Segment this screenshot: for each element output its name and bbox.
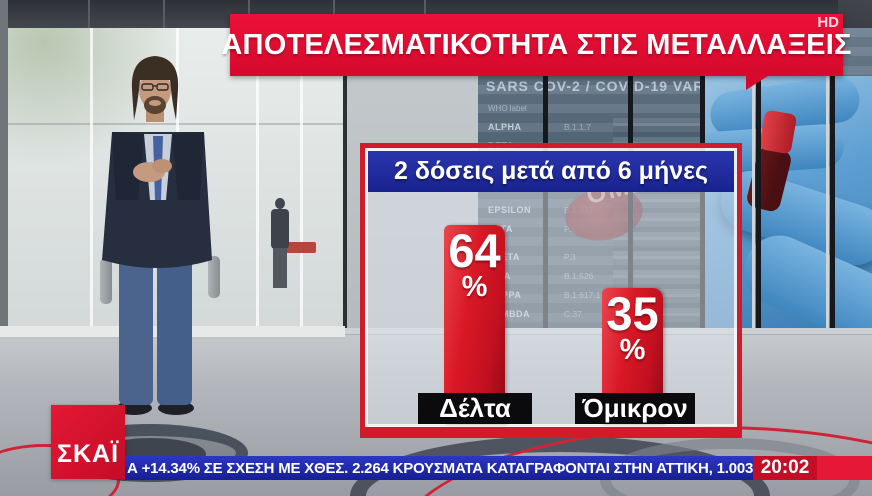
bollard: [100, 258, 112, 304]
videowall-title: SARS COV-2 / COVID-19 VARIANTS: [486, 78, 752, 94]
headline-text: ΑΠΟΤΕΛΕΣΜΑΤΙΚΟΤΗΤΑ ΣΤΙΣ ΜΕΤΑΛΛΑΞΕΙΣ: [221, 28, 852, 61]
bollard: [208, 256, 220, 298]
category-label-delta: Δέλτα: [418, 393, 532, 424]
chart-title: 2 δόσεις μετά από 6 μήνες: [368, 151, 734, 192]
bar-omicron-percent-sign: %: [619, 333, 646, 366]
ceiling-divider: [88, 0, 90, 28]
channel-logo-skai: ΣΚΑΪ: [51, 405, 125, 479]
category-label-omicron: Όμικρον: [575, 393, 695, 424]
window-mullion: [90, 28, 93, 330]
presenter: [102, 56, 212, 415]
background-person: [266, 198, 296, 290]
window-frame-dark: [756, 28, 761, 328]
bar-delta: 64 %: [444, 225, 505, 424]
headline-banner: ΑΠΟΤΕΛΕΣΜΑΤΙΚΟΤΗΤΑ ΣΤΙΣ ΜΕΤΑΛΛΑΞΕΙΣ HD: [221, 14, 851, 76]
ticker-end-strip: [817, 456, 872, 480]
window-mullion: [256, 28, 259, 330]
hd-badge: HD: [817, 14, 839, 31]
news-ticker: Α +14.34% ΣΕ ΣΧΕΣΗ ΜΕ ΧΘΕΣ. 2.264 ΚΡΟΥΣΜ…: [125, 456, 753, 480]
blood-tube-cap: [758, 109, 798, 155]
clock: 20:02: [753, 456, 817, 480]
chart-panel: 2 δόσεις μετά από 6 μήνες 64 % 35 % Δέλτ…: [360, 143, 742, 438]
background-person-head: [275, 198, 285, 209]
window-mullion: [300, 28, 303, 330]
window-frame-dark: [343, 28, 347, 330]
left-wall-edge: [0, 0, 8, 496]
bar-delta-value: 64: [448, 224, 501, 277]
banner-tail: [746, 76, 768, 90]
window-frame-light: [752, 28, 755, 328]
window-frame-light: [826, 28, 829, 328]
news-ticker-text: Α +14.34% ΣΕ ΣΧΕΣΗ ΜΕ ΧΘΕΣ. 2.264 ΚΡΟΥΣΜ…: [127, 459, 753, 477]
bar-delta-percent-sign: %: [461, 270, 488, 303]
variant-row: ALPHA B.1.1.7: [488, 122, 591, 132]
background-person-body: [271, 209, 289, 249]
background-person-legs: [273, 248, 287, 288]
red-bench: [284, 242, 316, 253]
chart-plot-area: 64 % 35 % Δέλτα Όμικρον: [368, 192, 734, 424]
window-frame-dark: [830, 28, 835, 328]
bar-omicron-value: 35: [606, 287, 659, 340]
ceiling-divider: [163, 0, 165, 28]
videowall-who-label: WHO label: [488, 104, 527, 113]
